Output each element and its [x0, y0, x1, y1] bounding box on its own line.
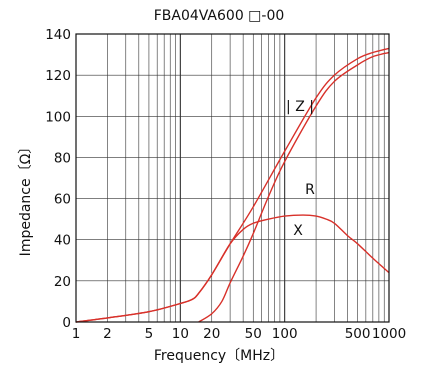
- grid: [76, 34, 389, 322]
- x-tick-label: 1: [72, 326, 81, 342]
- series-label-x: X: [293, 223, 303, 239]
- x-tick-label: 20: [203, 326, 220, 342]
- chart-title: FBA04VA600 □-00: [154, 8, 285, 24]
- series-label-z: | Z |: [286, 99, 314, 115]
- series-line-x: [75, 214, 390, 323]
- x-axis-label: Frequency〔MHz〕: [154, 348, 284, 364]
- x-tick-label: 2: [103, 326, 112, 342]
- y-tick-label: 140: [45, 27, 71, 43]
- series-label-r: R: [305, 182, 315, 198]
- y-tick-label: 120: [45, 68, 71, 84]
- y-tick-label: 0: [62, 315, 71, 331]
- x-tick-label: 500: [345, 326, 371, 342]
- x-tick-label: 100: [272, 326, 298, 342]
- x-tick-label: 5: [145, 326, 154, 342]
- x-tick-label: 1000: [372, 326, 406, 342]
- series-line-r: [198, 51, 390, 323]
- y-tick-label: 80: [54, 150, 71, 166]
- y-tick-label: 60: [54, 192, 71, 208]
- y-tick-label: 20: [54, 274, 71, 290]
- tick-labels: 0 20 40 60 80 100 120 140 1 2 5 10 20 50 100 500 1000: [45, 27, 406, 342]
- plot-frame: [75, 33, 390, 323]
- series-lines: [75, 47, 390, 323]
- x-tick-label: 10: [172, 326, 189, 342]
- y-tick-label: 40: [54, 233, 71, 249]
- x-tick-label: 50: [245, 326, 262, 342]
- y-tick-label: 100: [45, 109, 71, 125]
- y-axis-label: Impedance〔Ω〕: [18, 140, 34, 257]
